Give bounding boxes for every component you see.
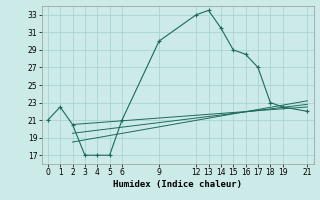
X-axis label: Humidex (Indice chaleur): Humidex (Indice chaleur): [113, 180, 242, 189]
